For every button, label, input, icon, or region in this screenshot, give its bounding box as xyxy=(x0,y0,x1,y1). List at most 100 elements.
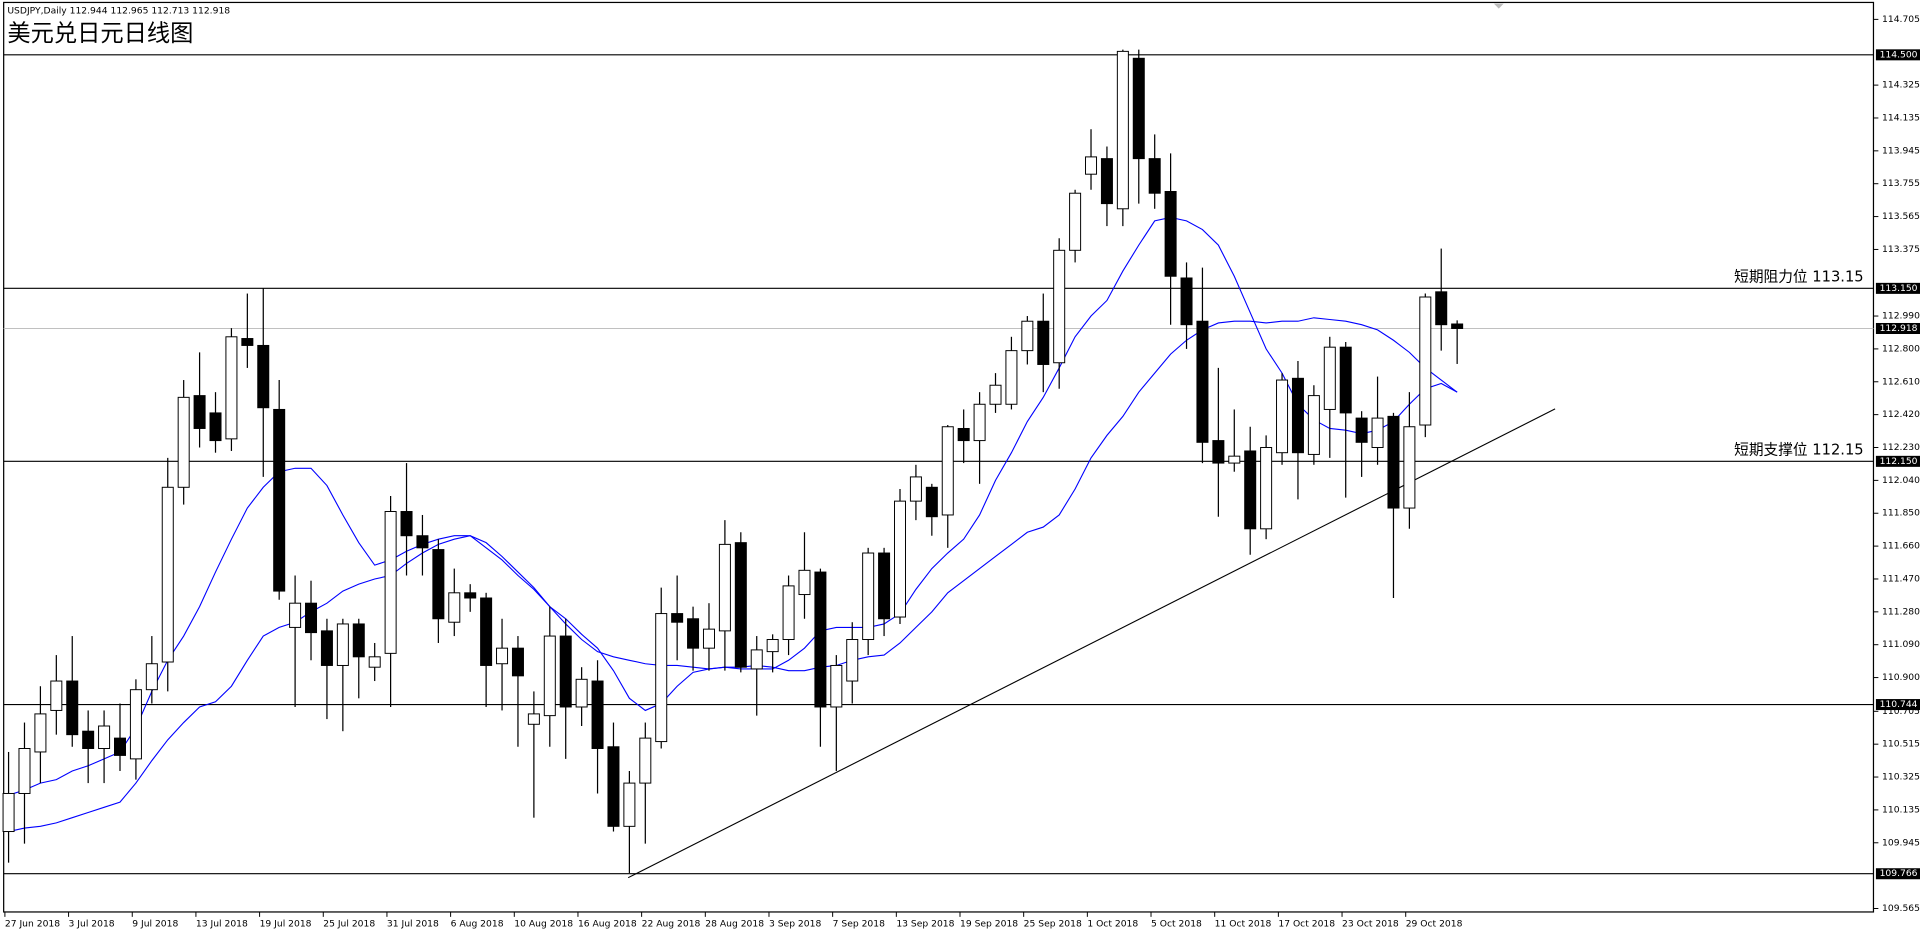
level-tag xyxy=(1875,49,1920,61)
candle xyxy=(957,409,970,464)
chart-header: USDJPY,Daily 112.944 112.965 112.713 112… xyxy=(7,6,230,17)
candle-body xyxy=(623,782,636,827)
candle-body xyxy=(193,395,206,429)
y-tick-label: 109.945 xyxy=(1882,837,1920,848)
candle xyxy=(687,606,700,671)
candle xyxy=(66,636,79,747)
x-tick-label: 13 Sep 2018 xyxy=(896,919,954,930)
candle xyxy=(416,514,429,576)
candle-body xyxy=(1435,291,1448,326)
candle xyxy=(1021,316,1034,365)
level-tag xyxy=(1875,322,1920,335)
candle xyxy=(655,587,668,749)
candle-body xyxy=(862,552,875,641)
candle-body xyxy=(480,597,493,666)
candle-body xyxy=(1116,50,1129,210)
candle-body xyxy=(225,336,238,440)
level-tag xyxy=(1875,455,1920,467)
x-tick-label: 28 Aug 2018 xyxy=(705,919,764,930)
candle xyxy=(241,293,254,368)
candle-body xyxy=(320,630,333,666)
candle-body xyxy=(368,656,381,668)
plot-frame xyxy=(3,1,1875,913)
candle-body xyxy=(527,713,540,725)
candle-body xyxy=(464,592,477,599)
y-tick-label: 112.230 xyxy=(1882,442,1920,453)
candle xyxy=(1307,385,1320,465)
candle xyxy=(1053,238,1066,389)
candle xyxy=(480,592,493,707)
candle-body xyxy=(1276,379,1289,454)
candle-body xyxy=(543,635,556,717)
y-tick-label: 112.610 xyxy=(1882,376,1920,387)
level-tag-label: 110.744 xyxy=(1880,699,1918,710)
candle xyxy=(1164,153,1177,325)
level-tag-label: 112.918 xyxy=(1880,323,1918,334)
candle xyxy=(1212,367,1225,517)
candle-body xyxy=(718,543,731,632)
y-tick-label: 114.135 xyxy=(1882,112,1920,123)
candle xyxy=(98,710,111,784)
x-tick-label: 27 Jun 2018 xyxy=(5,919,60,930)
candle-body xyxy=(432,549,445,620)
candle-body xyxy=(1132,57,1145,160)
candle-body xyxy=(1085,156,1098,175)
candle-body xyxy=(1371,417,1384,448)
candle xyxy=(50,655,63,735)
candle-body xyxy=(177,396,190,488)
candle-body xyxy=(257,344,270,409)
x-tick-label: 3 Jul 2018 xyxy=(69,919,115,930)
y-tick-label: 114.325 xyxy=(1882,80,1920,91)
level-tag-label: 112.150 xyxy=(1880,456,1918,467)
candle xyxy=(909,464,922,521)
candle-body xyxy=(289,602,302,628)
candle-body xyxy=(82,730,95,749)
candle xyxy=(289,575,302,707)
candle-body xyxy=(114,737,126,756)
y-tick-label: 112.990 xyxy=(1882,311,1920,322)
candle-body xyxy=(98,725,111,749)
y-tick-label: 113.945 xyxy=(1882,145,1920,156)
candle xyxy=(1260,435,1273,540)
candle-body xyxy=(846,639,859,682)
level-tag-label: 109.766 xyxy=(1880,868,1918,879)
candle-body xyxy=(1355,417,1368,443)
candle xyxy=(1451,320,1464,364)
candle xyxy=(830,655,843,771)
candle xyxy=(1339,341,1352,498)
moving-average xyxy=(8,317,1458,833)
candle-body xyxy=(1021,320,1034,352)
candle-body xyxy=(702,628,715,649)
candle xyxy=(336,618,349,732)
candle xyxy=(400,463,413,576)
level-annotation: 短期阻力位 113.15 xyxy=(1734,268,1864,285)
candle-body xyxy=(734,542,747,668)
y-tick-label: 110.325 xyxy=(1882,772,1920,783)
candle-body xyxy=(1291,377,1304,454)
candle xyxy=(591,660,604,794)
candle xyxy=(464,584,477,612)
y-tick-label: 110.705 xyxy=(1882,706,1920,717)
candle-body xyxy=(511,647,524,677)
x-tick-label: 25 Sep 2018 xyxy=(1024,919,1082,930)
y-tick-label: 113.565 xyxy=(1882,211,1920,222)
candle xyxy=(82,710,95,784)
x-tick-label: 31 Jul 2018 xyxy=(387,919,439,930)
candle xyxy=(114,703,126,771)
candle xyxy=(894,489,906,624)
x-tick-label: 11 Oct 2018 xyxy=(1215,919,1272,930)
candle xyxy=(305,580,318,661)
y-tick-label: 112.800 xyxy=(1882,343,1920,354)
candle-body xyxy=(1148,158,1161,194)
candle-body xyxy=(400,511,413,537)
candle xyxy=(750,636,763,716)
candle-body xyxy=(145,663,158,691)
candle xyxy=(225,328,238,451)
level-tag-label: 113.150 xyxy=(1880,283,1918,294)
candle-body xyxy=(336,623,349,666)
candle-body xyxy=(989,384,1002,405)
candle xyxy=(18,722,31,844)
candle-body xyxy=(957,427,970,442)
candle-body xyxy=(798,569,811,596)
candle xyxy=(193,352,206,448)
